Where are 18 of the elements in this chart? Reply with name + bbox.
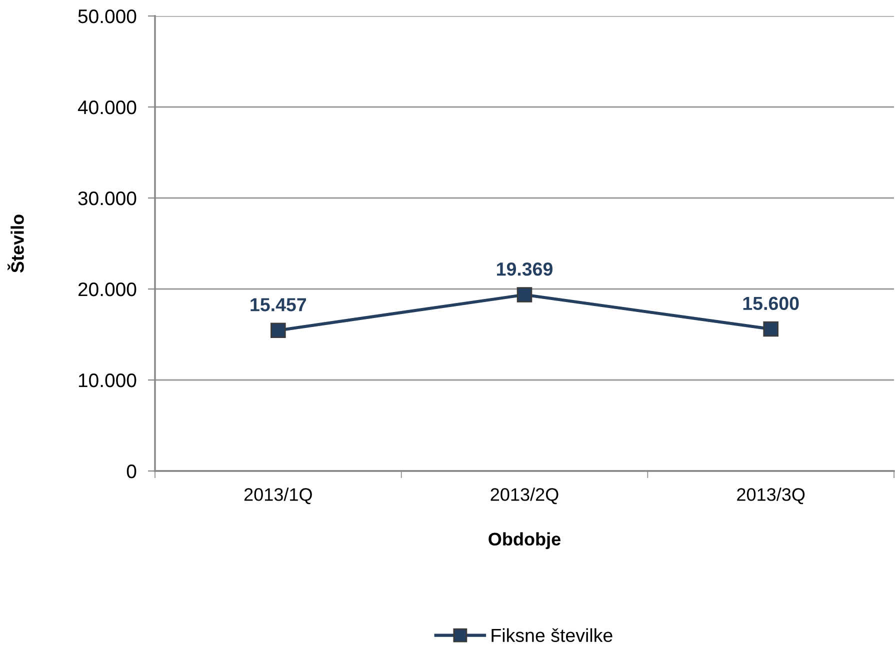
y-axis-title: Število [8, 214, 24, 273]
x-tick-label: 2013/1Q [244, 488, 312, 504]
data-label: 15.600 [743, 296, 799, 310]
y-tick-label: 0 [126, 464, 136, 478]
point [270, 322, 286, 338]
data-label: 15.457 [250, 298, 306, 312]
x-tick-label: 2013/3Q [737, 488, 805, 504]
y-tick-label: 40.000 [78, 100, 136, 114]
point [516, 287, 532, 302]
y-tick-label: 30.000 [78, 191, 136, 206]
y-tick-label: 20.000 [78, 282, 136, 296]
y-tick-label: 50.000 [78, 9, 136, 24]
point [763, 321, 778, 337]
legend-label: Fiksne številke [492, 628, 612, 642]
y-tick-label: 10.000 [78, 373, 136, 388]
x-axis-title: Obdobje [488, 532, 560, 550]
x-tick-label: 2013/2Q [490, 488, 558, 504]
data-label: 19.369 [497, 262, 552, 276]
